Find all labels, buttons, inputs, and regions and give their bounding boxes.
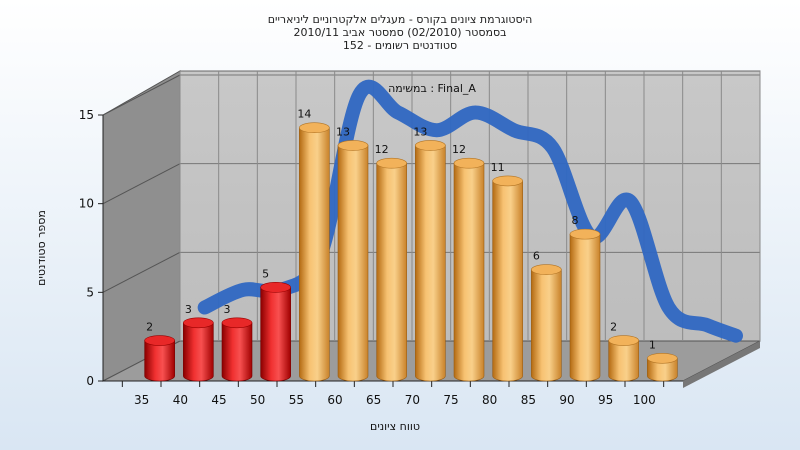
chart-title-line-3: סטודנטים רשומים - 152 — [343, 39, 457, 52]
x-tick-label: 90 — [559, 393, 574, 407]
bar-value-label: 5 — [262, 267, 269, 280]
bar-top — [453, 157, 485, 169]
bar-body — [492, 180, 523, 382]
bar-value-label: 13 — [413, 125, 427, 138]
bar-body — [260, 287, 291, 382]
bar-value-label: 3 — [185, 303, 192, 316]
bar-body — [337, 145, 369, 382]
bar-body — [415, 145, 446, 382]
bar-body — [453, 162, 485, 382]
bar-top — [144, 335, 175, 346]
x-tick-label: 65 — [366, 393, 381, 407]
bar-value-label: 2 — [610, 321, 617, 334]
bar-body — [376, 162, 407, 382]
y-axis-ticks: 0 5 10 15 — [79, 108, 103, 388]
x-tick-label: 45 — [211, 393, 226, 407]
y-tick-label: 0 — [86, 374, 94, 388]
x-tick-label: 75 — [443, 393, 458, 407]
chart-title-line-1: היסטוגרמת ציונים בקורס - מעגלים אלקטרוני… — [268, 13, 533, 26]
y-tick-label: 10 — [79, 197, 94, 211]
bar-top — [492, 175, 523, 187]
chart-annotation: במשימה : Final_A — [388, 82, 476, 95]
y-tick-label: 15 — [79, 108, 94, 122]
x-tick-label: 55 — [289, 393, 304, 407]
bar-body — [647, 357, 678, 382]
bar-top — [531, 264, 562, 275]
bar-value-label: 13 — [336, 125, 350, 138]
bar-body — [569, 233, 601, 382]
bar — [337, 140, 369, 382]
x-tick-label: 80 — [482, 393, 497, 407]
bar-top — [376, 157, 407, 169]
bar-body — [299, 127, 330, 382]
bar-value-label: 6 — [533, 250, 540, 263]
x-tick-label: 85 — [521, 393, 536, 407]
bar — [183, 317, 214, 382]
bar-top — [608, 335, 639, 346]
bar — [453, 157, 485, 382]
bar-body — [531, 269, 562, 382]
bar-value-label: 11 — [491, 161, 505, 174]
bar-top — [569, 228, 601, 240]
bar — [647, 352, 678, 382]
bar-top — [647, 352, 678, 364]
bar-value-label: 12 — [375, 143, 389, 156]
grid-line-side — [102, 251, 181, 293]
x-axis-ticks: 35 40 45 50 55 60 65 70 75 80 85 90 95 100 — [121, 381, 665, 407]
bar-group — [144, 122, 678, 382]
x-tick-label: 70 — [405, 393, 420, 407]
grid-line-side — [102, 74, 181, 116]
bar-value-label: 1 — [649, 338, 656, 351]
bar-body — [183, 322, 214, 382]
bar-top — [299, 122, 330, 134]
bar — [569, 228, 601, 382]
bar-value-label: 14 — [297, 108, 311, 121]
bar — [299, 122, 330, 382]
bar-value-label: 8 — [572, 214, 579, 227]
bar — [415, 140, 446, 382]
grid-line-side — [102, 163, 181, 205]
bar-value-label: 2 — [146, 321, 153, 334]
bar — [144, 335, 175, 382]
bar-top — [337, 140, 369, 151]
x-tick-label: 50 — [250, 393, 265, 407]
bar — [492, 175, 523, 382]
floor-front-edge — [683, 341, 760, 388]
bar — [608, 335, 639, 382]
bar — [221, 317, 253, 382]
x-tick-label: 95 — [598, 393, 613, 407]
value-label-group: 2 3 3 5 14 13 12 13 12 11 6 8 2 1 — [146, 108, 656, 352]
bar — [376, 157, 407, 382]
bar-value-label: 12 — [452, 143, 466, 156]
x-tick-label: 35 — [134, 393, 149, 407]
bar-body — [144, 340, 175, 382]
bar-top — [415, 140, 446, 151]
bar — [260, 282, 291, 382]
x-tick-label: 40 — [173, 393, 188, 407]
x-tick-label: 60 — [327, 393, 342, 407]
y-axis-label: מספר סטודנטים — [35, 210, 48, 286]
y-tick-label: 5 — [86, 285, 94, 299]
bar — [531, 264, 562, 382]
bar-top — [260, 282, 291, 293]
bar-top — [183, 317, 214, 329]
left-wall — [102, 70, 181, 382]
x-axis-label: טווח ציונים — [370, 420, 420, 433]
bar-value-label: 3 — [224, 303, 231, 316]
chart-title-line-2: בסמסטר (02/2010) סמסטר אביב 2010/11 — [293, 26, 506, 39]
bar-body — [221, 322, 253, 382]
x-tick-label: 100 — [633, 393, 656, 407]
grid-lines — [102, 71, 761, 341]
bar-top — [221, 317, 253, 329]
bar-body — [608, 340, 639, 382]
